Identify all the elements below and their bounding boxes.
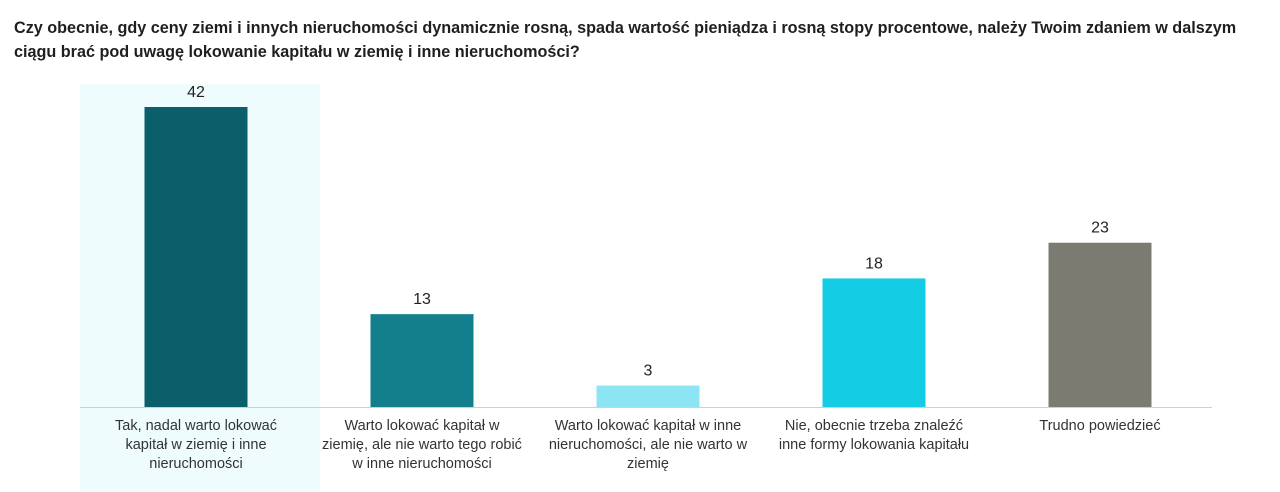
bar	[1048, 242, 1152, 407]
data-label: 42	[187, 84, 205, 101]
bar	[596, 385, 700, 407]
data-label: 23	[1091, 220, 1109, 237]
bar	[370, 314, 474, 407]
category-label: Tak, nadal warto lokować kapitał w ziemię…	[115, 418, 277, 472]
bar	[822, 278, 926, 407]
category-label: Warto lokować kapitał w ziemię, ale nie w…	[322, 418, 522, 472]
category-label: Warto lokować kapitał w inne nieruchomośc…	[549, 418, 748, 472]
data-label: 13	[413, 291, 431, 308]
chart-title: Czy obecnie, gdy ceny ziemi i innych nie…	[14, 19, 1237, 61]
category-label: Nie, obecnie trzeba znaleźć inne formy lo…	[779, 418, 969, 453]
category-label: Trudno powiedzieć	[1039, 418, 1160, 434]
bar	[144, 107, 248, 407]
data-label: 3	[644, 363, 653, 380]
data-label: 18	[865, 255, 883, 272]
